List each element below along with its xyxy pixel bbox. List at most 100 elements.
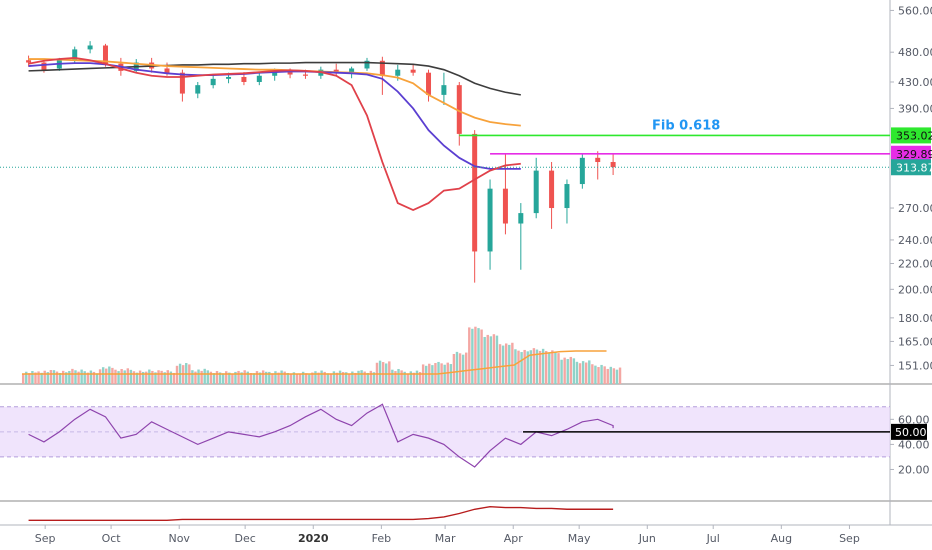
volume-bar: [252, 373, 256, 384]
volume-bar: [225, 371, 228, 384]
candle-body: [102, 45, 108, 64]
volume-bar: [541, 348, 545, 384]
time-tick-label: Jun: [638, 532, 656, 545]
candle-body: [595, 157, 601, 163]
candle-body: [333, 69, 339, 73]
time-tick-label: Jul: [706, 532, 720, 545]
volume-bar: [520, 352, 523, 384]
candle-body: [410, 69, 416, 73]
volume-bar: [292, 372, 296, 384]
volume-bar: [31, 371, 34, 384]
volume-bar: [191, 370, 194, 384]
volume-bar: [381, 362, 385, 384]
volume-bar: [584, 362, 588, 384]
volume-bar: [132, 371, 136, 384]
volume-bar: [255, 371, 259, 384]
price-tick-label: 240.00: [898, 234, 932, 247]
volume-ma-line: [21, 350, 607, 375]
volume-bar: [372, 372, 376, 384]
volume-bar: [305, 373, 308, 384]
volume-bar: [95, 373, 99, 384]
volume-bar: [108, 366, 111, 384]
volume-bar: [615, 369, 619, 384]
candle-body: [456, 85, 462, 134]
volume-bar: [618, 367, 622, 384]
volume-bar: [338, 370, 342, 384]
volume-bar: [406, 373, 409, 384]
volume-bar: [492, 334, 496, 384]
volume-bar: [261, 370, 265, 384]
volume-bar: [317, 372, 320, 384]
volume-bar: [348, 373, 351, 384]
volume-bar: [154, 372, 157, 384]
volume-bar: [548, 352, 551, 384]
volume-bar: [283, 371, 286, 384]
time-tick-label: Sep: [35, 532, 56, 545]
volume-bar: [129, 369, 133, 384]
volume-bar: [157, 370, 160, 384]
volume-bar: [609, 366, 613, 384]
volume-bar: [581, 361, 585, 384]
bottom-indicator-line: [28, 505, 614, 521]
volume-bar: [105, 368, 108, 384]
volume-bar: [341, 372, 345, 384]
volume-bar: [477, 328, 480, 384]
volume-bar: [320, 370, 323, 384]
axes: 560.00 480.00 430.00 390.00 270.00 240.00 220.…: [35, 4, 932, 545]
volume-bars: [21, 326, 622, 384]
time-tick-label: Oct: [102, 532, 122, 545]
volume-bar: [594, 365, 597, 384]
volume-bar: [425, 365, 428, 384]
volume-bar: [569, 356, 573, 384]
volume-bar: [231, 374, 234, 384]
volume-bar: [240, 372, 243, 384]
volume-bar: [301, 371, 305, 384]
volume-bar: [363, 371, 366, 384]
volume-bar: [40, 372, 43, 384]
volume-bar: [135, 372, 139, 384]
volume-bar: [246, 371, 249, 384]
volume-bar: [74, 370, 77, 384]
volume-bar: [271, 373, 274, 384]
volume-bar: [148, 369, 151, 384]
candle-body: [164, 68, 170, 73]
volume-bar: [209, 371, 213, 384]
volume-bar: [83, 371, 86, 384]
volume-bar: [600, 364, 603, 384]
volume-bar: [55, 371, 59, 384]
price-tag-label: 313.87: [896, 161, 932, 174]
candle-body: [579, 157, 585, 185]
time-tick-label: Sep: [839, 532, 860, 545]
volume-bar: [351, 371, 354, 384]
volume-bar: [588, 360, 591, 384]
volume-bar: [52, 370, 56, 384]
volume-bar: [80, 369, 83, 384]
volume-bar: [277, 372, 280, 384]
candle-body: [472, 133, 478, 252]
candle-body: [502, 188, 508, 224]
rsi-tick-label: 40.00: [898, 438, 930, 451]
volume-bar: [480, 329, 483, 384]
volume-bar: [529, 350, 533, 384]
volume-bar: [77, 371, 80, 384]
moving-average-line: [28, 61, 521, 96]
candle-body: [256, 75, 262, 82]
candle-body: [518, 213, 524, 224]
volume-bar: [511, 342, 514, 384]
price-tick-label: 165.00: [898, 335, 932, 348]
volume-bar: [464, 352, 468, 384]
time-tick-label: 2020: [298, 532, 329, 545]
volume-bar: [163, 372, 166, 384]
volume-bar: [86, 372, 89, 384]
volume-bar: [311, 372, 314, 384]
volume-bar: [274, 371, 277, 384]
candle-body: [533, 170, 539, 214]
volume-bar: [28, 373, 31, 384]
price-tag: [891, 127, 931, 144]
volume-bar: [455, 351, 459, 384]
price-tag-label: 329.89: [896, 148, 932, 161]
volume-bar: [403, 371, 406, 384]
volume-bar: [474, 326, 477, 384]
volume-bar: [437, 361, 440, 384]
volume-bar: [572, 358, 576, 384]
